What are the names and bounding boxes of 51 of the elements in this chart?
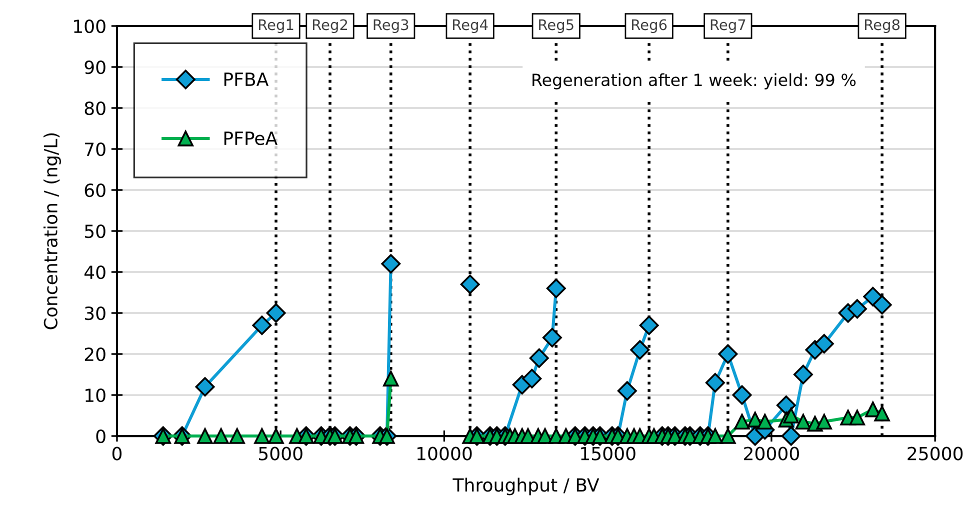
ref-line-label: Reg7 xyxy=(710,19,746,34)
y-tick-label: 10 xyxy=(86,388,106,402)
x-axis-title: Throughput / BV xyxy=(452,478,600,496)
y-tick-label: 100 xyxy=(74,19,106,34)
point xyxy=(381,254,401,274)
point xyxy=(705,372,725,392)
legend-label: PFBA xyxy=(224,72,269,86)
point xyxy=(732,385,752,405)
point xyxy=(814,334,834,354)
point xyxy=(847,299,867,319)
ref-line-label: Reg1 xyxy=(258,19,294,34)
x-tick-label: 5000 xyxy=(259,446,302,460)
y-tick-label: 0 xyxy=(96,429,106,444)
y-tick-label: 90 xyxy=(84,60,106,74)
y-axis-title: Concentration / (ng/L) xyxy=(44,133,61,330)
x-tick-label: 25000 xyxy=(908,446,963,460)
x-tick-label: 0 xyxy=(112,446,122,460)
point xyxy=(781,426,801,446)
point xyxy=(872,295,892,315)
point xyxy=(195,377,215,397)
x-tick-label: 20000 xyxy=(744,446,799,460)
y-tick-label: 80 xyxy=(84,101,106,116)
point xyxy=(630,340,650,360)
x-tick-label: 15000 xyxy=(581,446,636,460)
point xyxy=(639,316,659,336)
point xyxy=(617,381,637,401)
ref-line-label: Reg3 xyxy=(374,19,408,34)
point xyxy=(266,303,286,323)
point xyxy=(529,348,549,368)
y-tick-label: 20 xyxy=(84,347,106,362)
point xyxy=(546,278,566,298)
point xyxy=(718,344,738,364)
legend-label: PFPeA xyxy=(224,132,278,146)
point xyxy=(460,274,480,294)
point xyxy=(776,396,796,416)
y-tick-label: 70 xyxy=(85,142,106,156)
ref-line-label: Reg5 xyxy=(539,19,574,34)
y-tick-label: 30 xyxy=(84,306,106,320)
point xyxy=(542,328,562,348)
point xyxy=(252,316,272,336)
y-tick-label: 60 xyxy=(84,183,106,198)
ref-line-label: Reg8 xyxy=(865,19,900,34)
ref-line-label: Reg2 xyxy=(312,19,348,34)
y-tick-label: 50 xyxy=(84,224,106,238)
point xyxy=(793,364,813,384)
x-tick-label: 10000 xyxy=(417,446,472,460)
annotation: Regeneration after 1 week: yield: 99 % xyxy=(532,73,856,90)
y-tick-label: 40 xyxy=(84,265,106,280)
ref-line-label: Reg6 xyxy=(632,19,667,34)
point xyxy=(522,368,542,388)
ref-line-label: Reg4 xyxy=(453,19,488,34)
